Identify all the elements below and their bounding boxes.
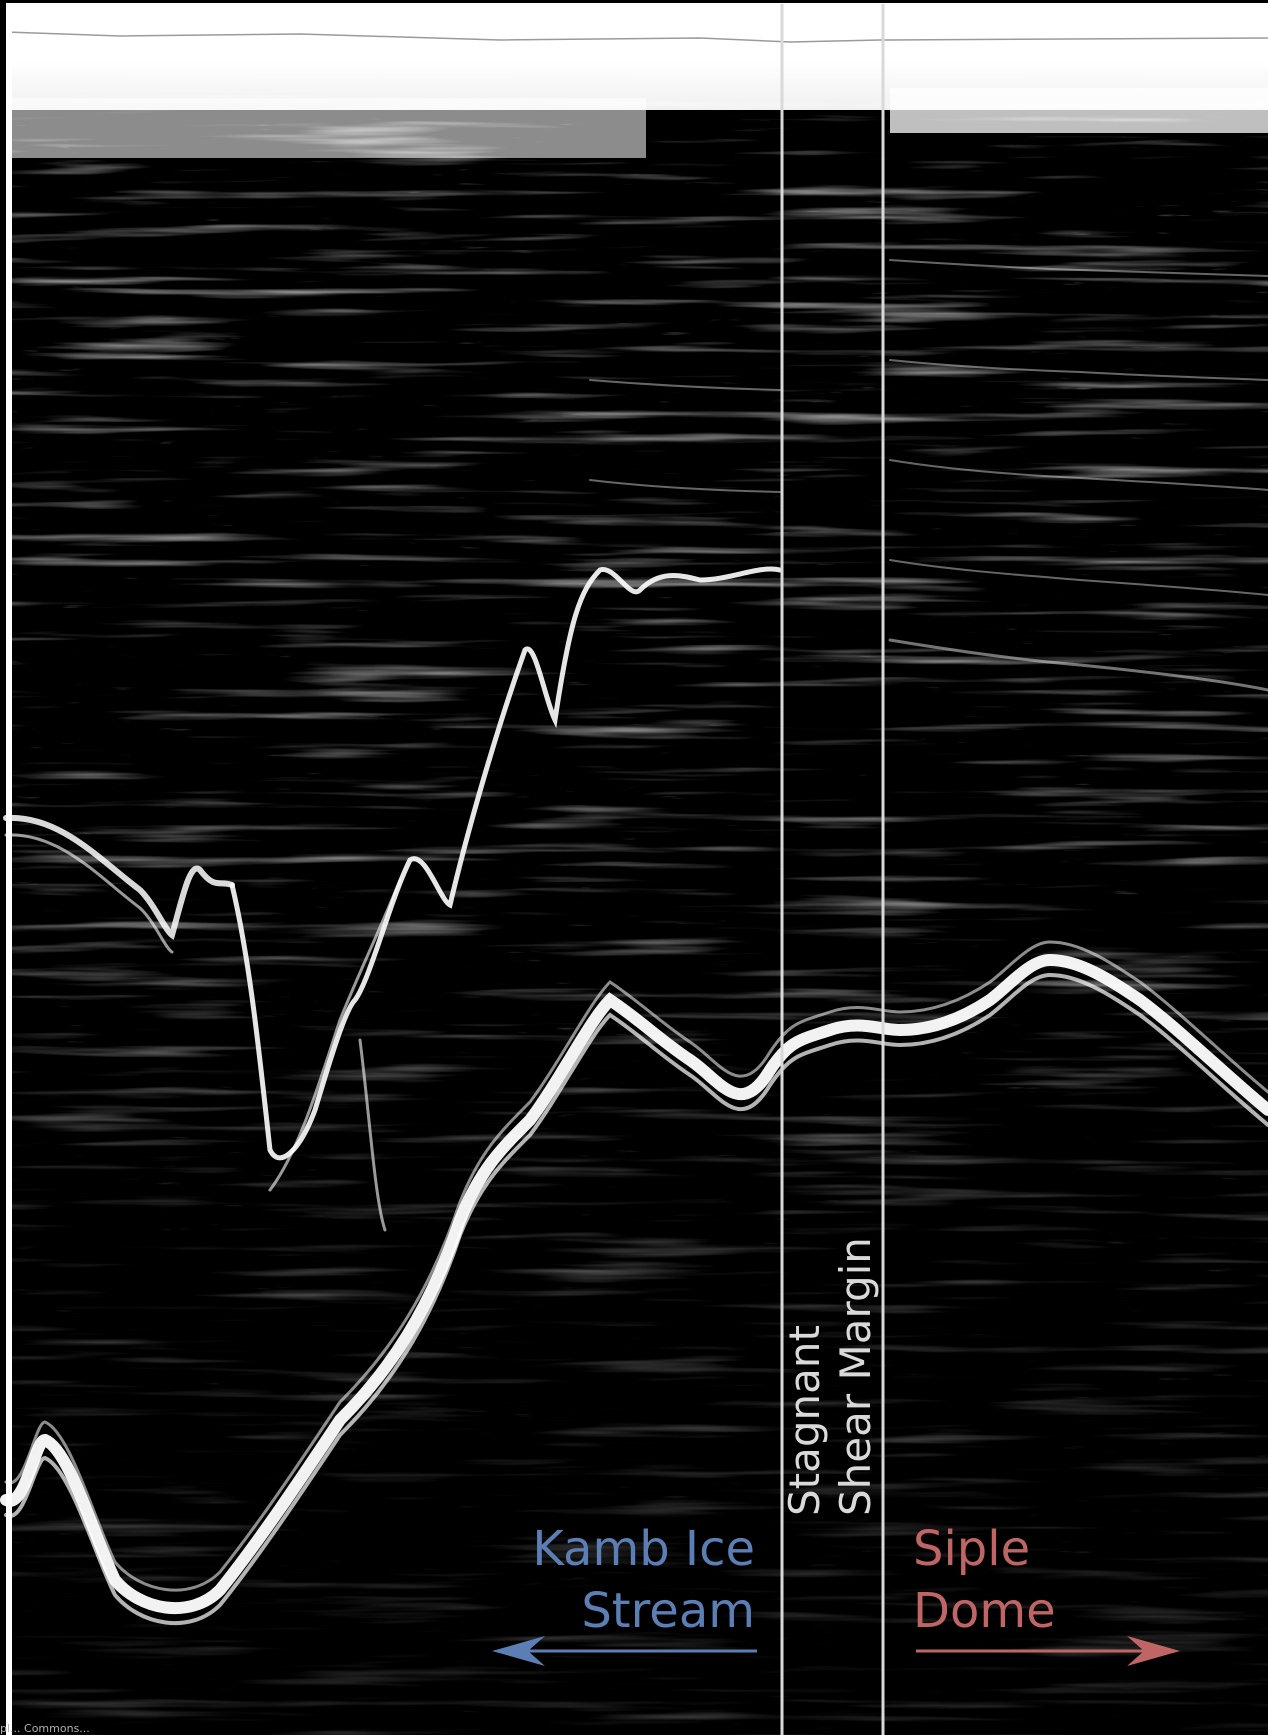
siple-label-line2: Dome (913, 1583, 1056, 1639)
shear-margin-label: Shear Margin (831, 1237, 880, 1516)
internal-layers (3, 259, 1268, 1232)
stagnant-label: Stagnant (780, 1325, 829, 1516)
kamb-label-line1: Kamb Ice (532, 1521, 755, 1577)
kamb-label-line2: Stream (581, 1583, 755, 1639)
arrow-right-icon (916, 1636, 1180, 1666)
siple-dome-label: Siple Dome (913, 1518, 1056, 1642)
siple-label-line1: Siple (913, 1521, 1031, 1577)
bed-reflector (0, 940, 1268, 1626)
image-credit: pl... Commons... (0, 1722, 90, 1735)
kamb-ice-stream-label: Kamb Ice Stream (532, 1518, 755, 1642)
arrow-left-icon (492, 1636, 757, 1666)
